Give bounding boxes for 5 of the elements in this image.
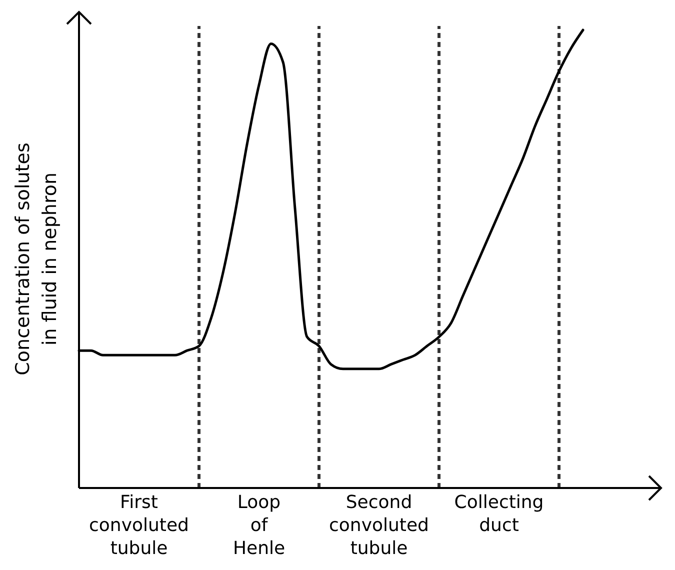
text: Collecting duct	[454, 492, 544, 536]
y-axis-title: Concentration of solutes in fluid in nephron	[12, 142, 61, 376]
text: Loop of Henle	[232, 492, 286, 559]
text: Second convoluted tubule	[329, 492, 429, 559]
text: First convoluted tubule	[89, 492, 189, 559]
